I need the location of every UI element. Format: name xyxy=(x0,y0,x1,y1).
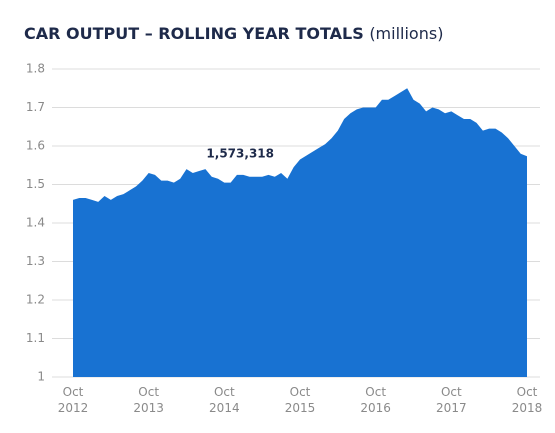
subtitle: (millions) xyxy=(369,24,443,43)
area xyxy=(73,88,527,377)
x-tick-label: Oct 2014 xyxy=(209,385,240,415)
x-tick-label: Oct 2015 xyxy=(285,385,316,415)
x-tick-label: Oct 2017 xyxy=(436,385,467,415)
y-tick-label: 1.5 xyxy=(26,177,45,191)
title-text: CAR OUTPUT – ROLLING YEAR TOTALS xyxy=(24,24,364,43)
y-tick-label: 1.1 xyxy=(26,331,45,345)
y-tick-label: 1.2 xyxy=(26,293,45,307)
chart-title: CAR OUTPUT – ROLLING YEAR TOTALS (millio… xyxy=(24,24,443,43)
y-tick-label: 1.3 xyxy=(26,254,45,268)
y-tick-label: 1.6 xyxy=(26,139,45,153)
y-tick-label: 1.8 xyxy=(26,62,45,76)
x-tick-label: Oct 2016 xyxy=(360,385,391,415)
x-tick-label: Oct 2018 xyxy=(512,385,543,415)
x-tick-label: Oct 2013 xyxy=(133,385,164,415)
y-tick-label: 1.4 xyxy=(26,216,45,230)
y-tick-label: 1 xyxy=(37,370,45,384)
x-tick-label: Oct 2012 xyxy=(58,385,89,415)
y-tick-label: 1.7 xyxy=(26,100,45,114)
annotation: 1,573,318 xyxy=(206,147,274,161)
